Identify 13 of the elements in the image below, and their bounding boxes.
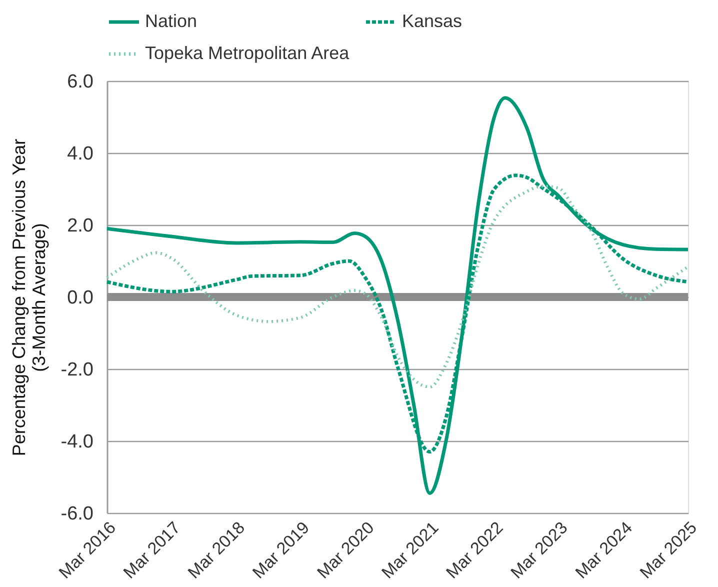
legend-label: Topeka Metropolitan Area [145,43,350,63]
y-tick-label: -2.0 [60,360,94,380]
legend-label: Kansas [402,11,462,31]
y-tick-label: 6.0 [67,72,94,92]
y-tick-label: -6.0 [60,504,94,524]
y-tick-label: 0.0 [67,288,94,308]
y-tick-label: -4.0 [60,432,94,452]
legend-label: Nation [145,11,198,31]
line-series [106,184,690,388]
y-tick-label: 4.0 [67,144,94,164]
y-axis-title: Percentage Change from Previous Year (3-Month Average) [8,138,49,456]
y-tick-label: 2.0 [67,216,94,236]
line-series [105,96,690,495]
